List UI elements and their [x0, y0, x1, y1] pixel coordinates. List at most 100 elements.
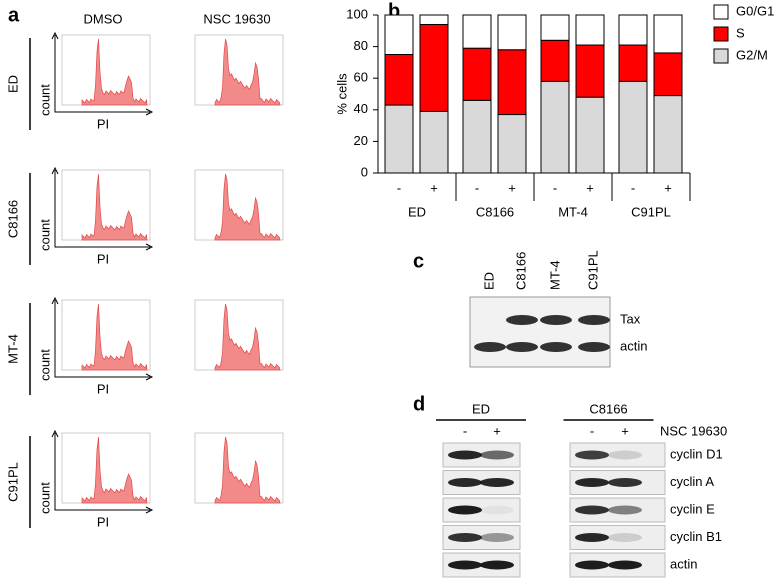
bar-segment — [462, 14, 492, 49]
band — [474, 342, 506, 352]
bar-segment — [462, 47, 492, 101]
row-label: cyclin A — [670, 474, 714, 489]
x-tick-label: - — [397, 180, 401, 195]
band — [608, 533, 642, 542]
y-axis-label: % cells — [334, 73, 349, 115]
bar-segment — [384, 14, 414, 55]
x-tick-label: + — [508, 180, 516, 195]
bar-segment — [384, 54, 414, 106]
row-label: cyclin D1 — [670, 446, 723, 461]
bar-segment — [575, 44, 605, 98]
band — [448, 450, 482, 460]
x-axis-label: PI — [97, 381, 109, 396]
histogram — [81, 303, 148, 371]
band — [575, 505, 609, 515]
band — [575, 533, 609, 542]
histogram — [214, 303, 281, 371]
row-label: C8166 — [5, 200, 20, 238]
panel-letter: c — [413, 250, 424, 272]
band — [448, 560, 482, 570]
y-tick-label: 60 — [354, 70, 368, 85]
bar-segment — [540, 39, 570, 82]
bar-segment — [540, 14, 570, 41]
bar-segment — [540, 80, 570, 174]
bar-segment — [575, 96, 605, 174]
lane-label: MT-4 — [547, 260, 562, 290]
column-title: DMSO — [84, 11, 123, 26]
axis-arrows — [51, 31, 154, 116]
treatment-label: - — [590, 423, 594, 438]
group-label: ED — [408, 204, 426, 219]
histogram — [214, 173, 281, 241]
bar-segment — [653, 14, 683, 54]
treatment-label: + — [493, 423, 501, 438]
row-label: actin — [620, 338, 647, 353]
group-label: C8166 — [476, 204, 514, 219]
y-axis-label: count — [37, 349, 52, 381]
row-label: Tax — [620, 311, 641, 326]
bar-segment — [575, 14, 605, 46]
bar-segment — [618, 80, 648, 174]
histogram — [81, 173, 148, 241]
group-label: C8166 — [589, 401, 627, 416]
bar-segment — [497, 14, 527, 51]
y-tick-label: 80 — [354, 38, 368, 53]
column-title: NSC 19630 — [203, 11, 270, 26]
row-label: ED — [5, 75, 20, 93]
row-label: MT-4 — [5, 334, 20, 364]
y-axis-label: count — [37, 219, 52, 251]
band — [448, 505, 482, 515]
x-tick-label: + — [664, 180, 672, 195]
x-tick-label: + — [586, 180, 594, 195]
band — [448, 478, 482, 487]
histogram — [81, 436, 148, 504]
blot — [469, 296, 611, 368]
band — [540, 342, 572, 352]
y-tick-label: 100 — [346, 6, 368, 21]
bar-segment — [462, 99, 492, 174]
band — [480, 533, 514, 542]
band — [480, 450, 514, 460]
bar-segment — [653, 52, 683, 97]
bar-segment — [419, 23, 449, 112]
x-axis-label: PI — [97, 251, 109, 266]
band — [575, 478, 609, 487]
bar-segment — [497, 49, 527, 116]
panel-letter: a — [8, 4, 20, 26]
bar-segment — [419, 14, 449, 25]
treatment-label: + — [621, 423, 629, 438]
row-label: actin — [670, 556, 697, 571]
treatment-name: NSC 19630 — [660, 423, 727, 438]
band — [608, 478, 642, 487]
band — [480, 560, 514, 570]
lane-label: C8166 — [513, 252, 528, 290]
bar-segment — [653, 95, 683, 174]
bar-segment — [419, 110, 449, 174]
y-axis-label: count — [37, 84, 52, 116]
row-label: C91PL — [5, 462, 20, 502]
band — [540, 315, 572, 325]
y-tick-label: 0 — [361, 164, 368, 179]
axis-arrows — [51, 429, 154, 514]
band — [608, 505, 642, 515]
x-tick-label: - — [553, 180, 557, 195]
legend-label: G0/G1 — [736, 3, 774, 18]
bar-segment — [618, 44, 648, 82]
band — [575, 560, 609, 570]
x-axis-label: PI — [97, 116, 109, 131]
band — [480, 478, 514, 487]
treatment-label: - — [463, 423, 467, 438]
band — [480, 505, 514, 515]
bar-segment — [384, 104, 414, 174]
x-axis-label: PI — [97, 514, 109, 529]
histogram — [81, 38, 148, 106]
band — [608, 560, 642, 570]
group-label: MT-4 — [558, 204, 588, 219]
band — [578, 315, 610, 325]
bar-segment — [497, 114, 527, 174]
legend-swatch — [713, 26, 729, 42]
band — [578, 342, 610, 352]
bar-segment — [618, 14, 648, 46]
x-tick-label: + — [430, 180, 438, 195]
